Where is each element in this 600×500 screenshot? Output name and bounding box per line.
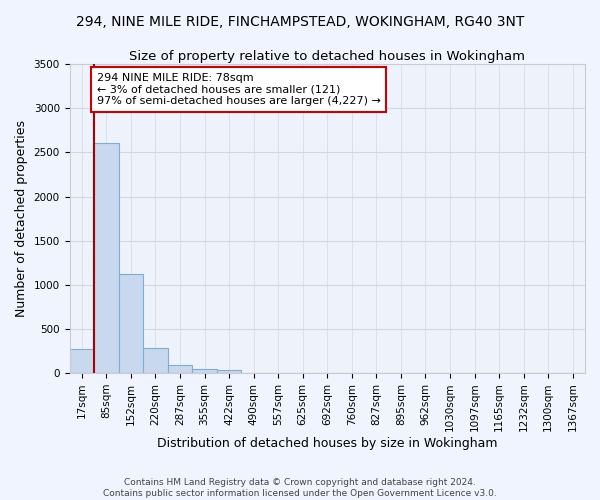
Bar [70, 349, 94, 373]
Bar [94, 142, 119, 373]
Y-axis label: Number of detached properties: Number of detached properties [15, 120, 28, 317]
Bar [192, 368, 217, 373]
Title: Size of property relative to detached houses in Wokingham: Size of property relative to detached ho… [129, 50, 525, 63]
Bar [143, 348, 168, 373]
X-axis label: Distribution of detached houses by size in Wokingham: Distribution of detached houses by size … [157, 437, 497, 450]
Bar [217, 370, 241, 373]
Text: Contains HM Land Registry data © Crown copyright and database right 2024.
Contai: Contains HM Land Registry data © Crown c… [103, 478, 497, 498]
Bar [168, 365, 192, 373]
Text: 294 NINE MILE RIDE: 78sqm
← 3% of detached houses are smaller (121)
97% of semi-: 294 NINE MILE RIDE: 78sqm ← 3% of detach… [97, 73, 380, 106]
Bar [119, 274, 143, 373]
Text: 294, NINE MILE RIDE, FINCHAMPSTEAD, WOKINGHAM, RG40 3NT: 294, NINE MILE RIDE, FINCHAMPSTEAD, WOKI… [76, 15, 524, 29]
